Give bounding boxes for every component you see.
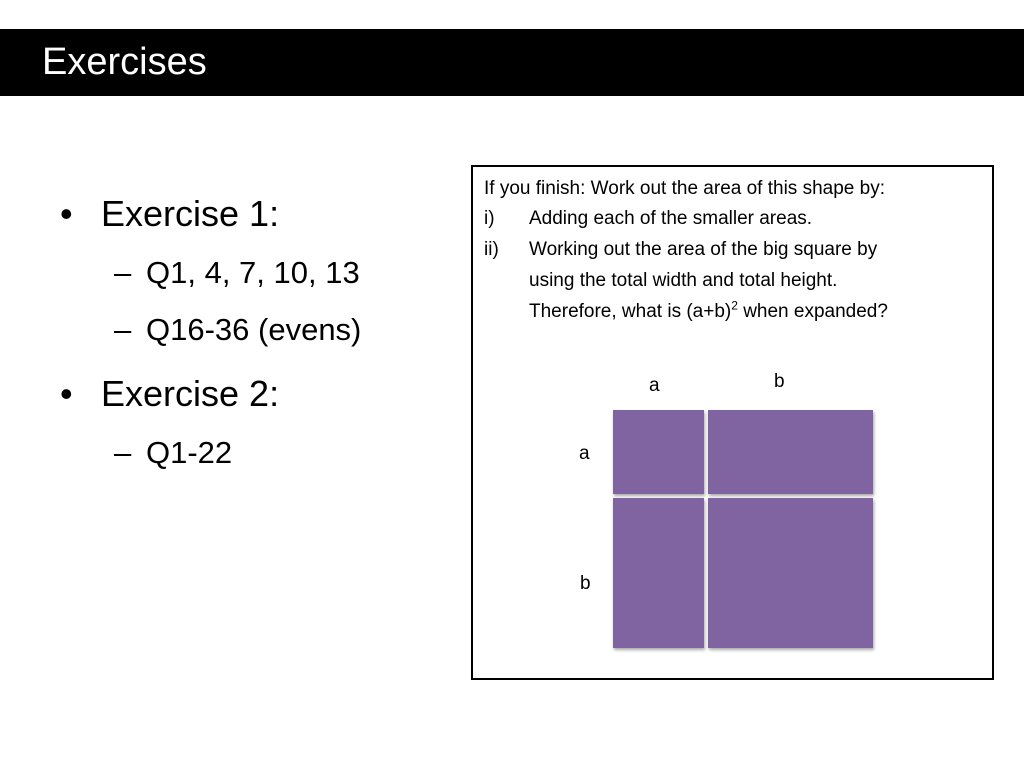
dash-icon: – xyxy=(114,435,132,470)
dash-icon: – xyxy=(114,312,132,347)
sub-item-text: Q16-36 (evens) xyxy=(146,312,362,347)
rectangle-a-b-top xyxy=(708,410,873,494)
sub-item-text: Q1, 4, 7, 10, 13 xyxy=(146,255,360,290)
question-text-end: when expanded? xyxy=(737,301,888,322)
exercise-2-label: Exercise 2: xyxy=(101,373,280,414)
exercise-list: • Exercise 1: – Q1, 4, 7, 10, 13 – Q16-36 … xyxy=(0,0,460,768)
square-b-b xyxy=(708,498,873,648)
rectangle-a-b-bottom xyxy=(613,498,704,648)
extension-intro: If you finish: Work out the area of this… xyxy=(484,178,885,199)
bullet-icon: • xyxy=(60,193,73,234)
side-label-b: b xyxy=(580,573,591,594)
step-text: Working out the area of the big square b… xyxy=(529,239,878,260)
question-text: Therefore, what is (a+b) xyxy=(529,301,732,322)
top-label-b: b xyxy=(774,371,785,392)
top-label-a: a xyxy=(649,375,660,396)
step-question: Therefore, what is (a+b)2 when expanded? xyxy=(529,296,989,327)
sub-item-text: Q1-22 xyxy=(146,435,233,470)
title-bar: Exercises xyxy=(0,29,1024,96)
step-text: using the total width and total height. xyxy=(529,270,838,291)
exercise-1-label: Exercise 1: xyxy=(101,193,280,234)
step-number: ii) xyxy=(484,239,499,260)
dash-icon: – xyxy=(114,255,132,290)
step-text: Adding each of the smaller areas. xyxy=(529,208,813,229)
side-label-a: a xyxy=(579,443,590,464)
step-number: i) xyxy=(484,208,495,229)
extension-task-box: If you finish: Work out the area of this… xyxy=(471,165,994,680)
exercise-1-sub-1: – Q1, 4, 7, 10, 13 xyxy=(114,254,360,292)
slide-title: Exercises xyxy=(42,41,207,83)
bullet-icon: • xyxy=(60,373,73,414)
exercise-1-sub-2: – Q16-36 (evens) xyxy=(114,311,361,349)
exponent: 2 xyxy=(731,298,738,313)
square-a-a xyxy=(613,410,704,494)
exercise-2-sub-1: – Q1-22 xyxy=(114,434,232,472)
